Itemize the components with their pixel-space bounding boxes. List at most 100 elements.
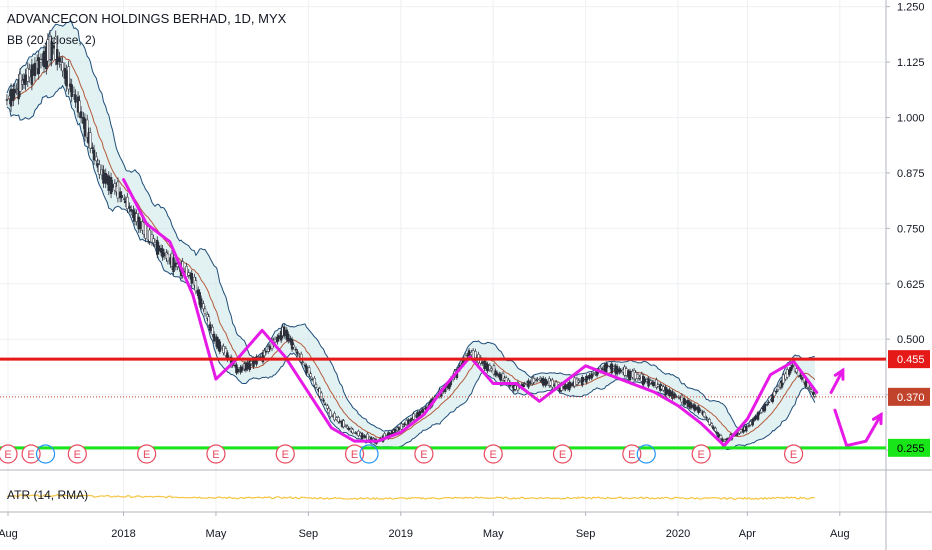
candle-body — [604, 363, 608, 373]
earnings-marker-label: E — [4, 449, 11, 461]
earnings-marker — [21, 444, 41, 464]
price-tick-label: 1.000 — [897, 113, 925, 125]
candle-body — [751, 419, 754, 426]
candle-body — [619, 370, 623, 372]
candle-body — [717, 433, 720, 438]
candle-body — [767, 401, 770, 404]
candle-body — [236, 368, 240, 373]
candle-body — [788, 369, 791, 375]
candle-body — [116, 181, 120, 199]
candle-body — [24, 74, 27, 85]
candle-body — [656, 384, 660, 387]
candle-body — [712, 426, 715, 429]
candle-body — [488, 365, 492, 370]
candle-body — [749, 421, 752, 426]
earnings-marker-label: E — [490, 449, 497, 461]
candle-body — [400, 423, 403, 430]
candle-body — [203, 308, 207, 314]
time-tick-label: May — [206, 528, 227, 540]
candle-body — [235, 364, 238, 374]
candle-body — [290, 339, 294, 350]
candle-body — [33, 62, 37, 76]
price-tick-label: 1.250 — [897, 2, 925, 14]
candle-body — [606, 365, 609, 367]
candle-body — [673, 393, 676, 398]
candle-body — [303, 364, 307, 367]
candle-body — [363, 435, 366, 438]
candle-body — [39, 59, 43, 63]
candle-body — [808, 387, 811, 389]
earnings-marker — [206, 444, 226, 464]
candle-body — [393, 429, 397, 433]
candle-body — [782, 374, 785, 384]
candle-body — [322, 399, 325, 402]
candle-body — [773, 391, 776, 397]
candle-body — [85, 119, 89, 138]
candle-body — [534, 379, 538, 381]
candle-body — [261, 351, 265, 363]
candle-body — [421, 408, 425, 413]
candle-body — [88, 132, 92, 149]
candle-body — [366, 433, 369, 441]
candle-body — [407, 419, 410, 425]
candle-body — [662, 386, 665, 391]
candle-body — [102, 169, 105, 184]
candle-body — [337, 417, 340, 423]
candle-body — [79, 111, 83, 119]
earnings-marker-label: E — [420, 449, 427, 461]
earnings-marker-label: E — [351, 449, 358, 461]
time-tick-label: Sep — [576, 528, 596, 540]
candle-body — [314, 384, 318, 388]
candle-body — [775, 390, 778, 393]
candle-body — [294, 348, 298, 351]
level-badge — [888, 350, 930, 369]
candle-body — [305, 365, 308, 374]
candle-body — [492, 365, 496, 375]
candle-body — [333, 412, 336, 421]
earnings-marker — [622, 444, 642, 464]
arrow-head — [871, 411, 883, 426]
candle-body — [771, 393, 775, 403]
candle-body — [15, 88, 18, 90]
earnings-marker — [344, 444, 365, 464]
candle-body — [92, 149, 96, 161]
time-tick-label: May — [483, 528, 504, 540]
candle-body — [804, 380, 807, 387]
earnings-marker-label: E — [143, 449, 150, 461]
candle-body — [202, 303, 205, 310]
price-tick-label: 0.500 — [897, 334, 925, 346]
chart-title: ADVANCECON HOLDINGS BERHAD, 1D, MYX — [7, 11, 287, 26]
candle-body — [296, 351, 299, 355]
candle-body — [70, 84, 73, 97]
candle-body — [551, 379, 554, 388]
candle-body — [471, 350, 475, 359]
candle-body — [277, 335, 281, 339]
candle-body — [702, 412, 706, 418]
candle-body — [588, 374, 591, 379]
candle-body — [166, 253, 170, 262]
candle-body — [83, 118, 87, 137]
candle-body — [138, 221, 142, 230]
candle-body — [111, 184, 114, 188]
earnings-marker-label: E — [559, 449, 566, 461]
candle-body — [218, 341, 221, 352]
candle-body — [264, 350, 268, 353]
candle-body — [301, 361, 304, 363]
candle-body — [292, 344, 295, 348]
candle-body — [799, 374, 802, 377]
candle-body — [569, 383, 573, 387]
candle-body — [719, 435, 723, 439]
candle-body — [610, 363, 614, 374]
candle-body — [123, 198, 126, 200]
candle-body — [780, 379, 784, 388]
price-tick-label: 0.750 — [897, 223, 925, 235]
candle-body — [776, 386, 780, 391]
candle-body — [318, 388, 322, 397]
candle-body — [347, 427, 351, 430]
candle-body — [287, 333, 290, 342]
candle-body — [240, 366, 244, 371]
atr-legend: ATR (14, RMA) — [7, 488, 89, 502]
candle-body — [785, 369, 789, 378]
